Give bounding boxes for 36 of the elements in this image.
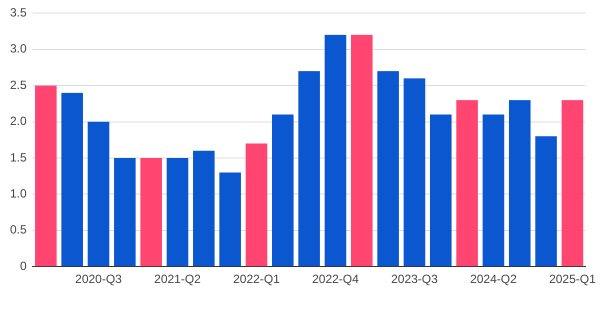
bar — [562, 100, 584, 266]
x-tick-label: 2022-Q4 — [312, 272, 360, 286]
x-tick-label: 2021-Q2 — [154, 272, 202, 286]
bar — [404, 78, 426, 266]
y-tick-label: 3.5 — [10, 6, 27, 20]
y-tick-label: 2.5 — [10, 78, 27, 92]
x-tick-label: 2022-Q1 — [233, 272, 280, 286]
y-tick-label: 1.5 — [10, 150, 27, 164]
bar — [535, 136, 557, 266]
bar — [508, 100, 531, 266]
bar — [88, 122, 110, 266]
y-tick-label: 0.5 — [10, 222, 27, 237]
bar — [350, 34, 373, 266]
bar — [272, 114, 294, 266]
y-tick-label: 0 — [20, 258, 27, 273]
x-tick-label: 2025-Q1 — [549, 272, 596, 286]
x-tick-label: 2023-Q3 — [391, 272, 438, 286]
y-tick-label: 3.0 — [10, 42, 27, 56]
bar — [140, 158, 162, 266]
bar — [456, 100, 478, 266]
bar — [377, 71, 399, 266]
bar — [193, 150, 215, 266]
bar — [114, 158, 136, 266]
x-tick-label: 2020-Q3 — [75, 272, 122, 286]
bar — [482, 114, 504, 266]
bar — [324, 34, 346, 266]
bar — [35, 86, 57, 266]
bar — [298, 71, 320, 266]
bar — [219, 172, 241, 266]
y-tick-label: 1.0 — [10, 186, 27, 201]
x-tick-label: 2024-Q2 — [470, 272, 518, 286]
bar — [166, 158, 188, 266]
bar — [430, 114, 452, 266]
bar — [61, 92, 83, 266]
y-tick-label: 2.0 — [10, 114, 27, 128]
bar — [246, 144, 268, 266]
